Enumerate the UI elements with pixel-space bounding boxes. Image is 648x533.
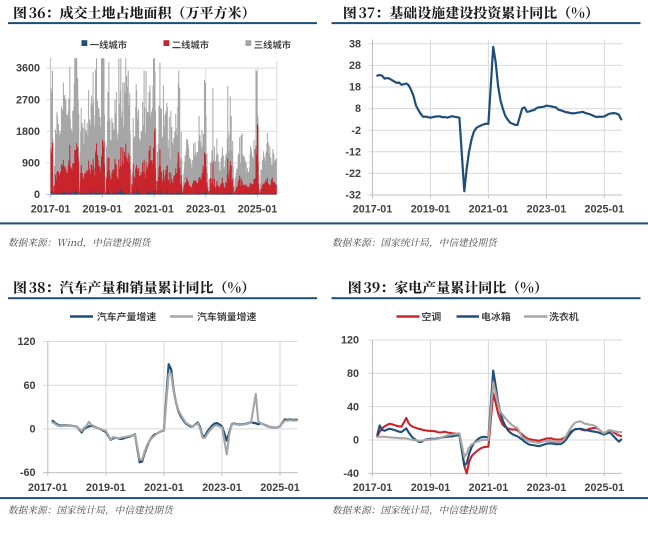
svg-text:2019-01: 2019-01	[411, 482, 451, 494]
svg-text:2023-01: 2023-01	[202, 482, 242, 494]
svg-text:2021-01: 2021-01	[144, 482, 184, 494]
svg-text:900: 900	[22, 158, 40, 170]
svg-text:28: 28	[349, 60, 361, 72]
svg-text:-2: -2	[351, 125, 361, 137]
svg-text:2017-01: 2017-01	[353, 203, 393, 215]
svg-text:3600: 3600	[16, 63, 40, 75]
svg-text:18: 18	[349, 82, 361, 94]
svg-text:-60: -60	[20, 467, 36, 479]
svg-text:-32: -32	[345, 190, 361, 202]
svg-text:2023-01: 2023-01	[527, 203, 567, 215]
svg-text:-12: -12	[345, 146, 361, 158]
svg-text:120: 120	[341, 335, 359, 347]
svg-text:0: 0	[34, 189, 40, 201]
svg-text:60: 60	[23, 380, 35, 392]
svg-text:2023-01: 2023-01	[186, 203, 226, 215]
svg-text:80: 80	[347, 368, 359, 380]
svg-text:2025-01: 2025-01	[260, 482, 300, 494]
svg-text:2025-01: 2025-01	[584, 203, 624, 215]
svg-text:2017-01: 2017-01	[31, 203, 71, 215]
svg-text:2017-01: 2017-01	[28, 482, 68, 494]
svg-text:2021-01: 2021-01	[469, 203, 509, 215]
svg-text:0: 0	[29, 424, 35, 436]
svg-text:2021-01: 2021-01	[134, 203, 174, 215]
svg-text:2025-01: 2025-01	[584, 482, 624, 494]
svg-text:-40: -40	[343, 468, 359, 480]
svg-text:2023-01: 2023-01	[527, 482, 567, 494]
svg-text:40: 40	[347, 401, 359, 413]
svg-text:1800: 1800	[16, 126, 40, 138]
svg-text:-22: -22	[345, 168, 361, 180]
svg-text:2025-01: 2025-01	[238, 203, 278, 215]
svg-text:2019-01: 2019-01	[82, 203, 122, 215]
svg-text:120: 120	[17, 336, 35, 348]
svg-text:38: 38	[349, 38, 361, 50]
svg-text:2700: 2700	[16, 94, 40, 106]
svg-text:0: 0	[353, 435, 359, 447]
svg-text:2019-01: 2019-01	[86, 482, 126, 494]
svg-text:2021-01: 2021-01	[469, 482, 509, 494]
svg-text:8: 8	[355, 103, 361, 115]
svg-text:2019-01: 2019-01	[411, 203, 451, 215]
svg-text:2017-01: 2017-01	[353, 482, 393, 494]
